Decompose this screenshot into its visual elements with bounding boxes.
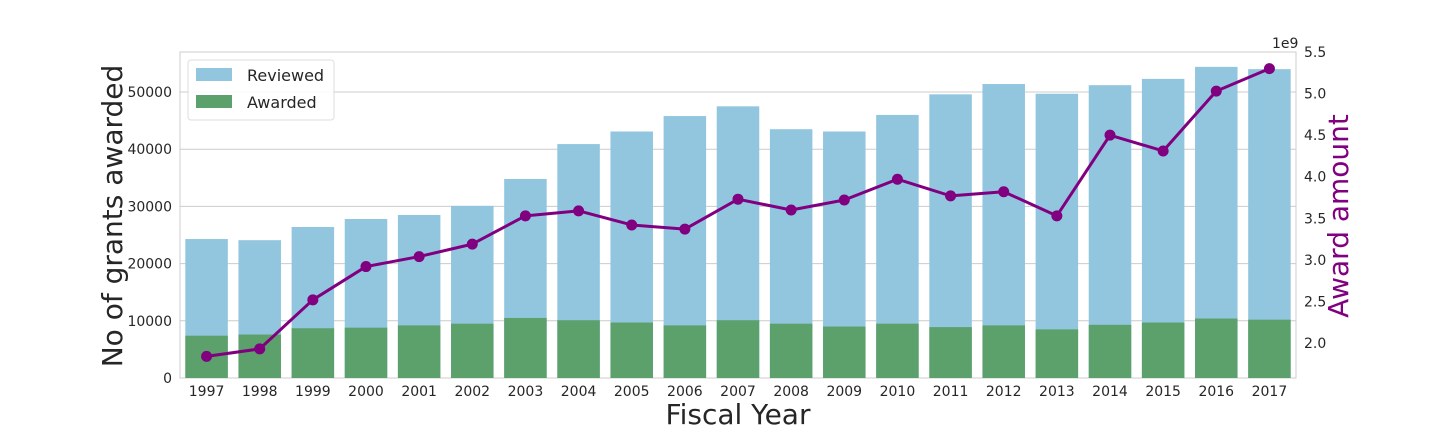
bar-awarded-2012 (982, 325, 1025, 378)
y2-tick-label: 4.5 (1304, 128, 1326, 144)
x-tick-label: 2003 (508, 384, 544, 400)
y-tick-labels: 0 10000 20000 30000 40000 50000 (127, 85, 172, 387)
y-axis-title: No of grants awarded (96, 65, 129, 368)
y2-tick-label: 4.0 (1304, 170, 1326, 186)
x-tick-label: 2014 (1092, 384, 1128, 400)
award-amount-point-2006 (679, 223, 691, 235)
y-tick-label: 0 (163, 371, 172, 387)
award-amount-point-2002 (466, 238, 478, 250)
bar-awarded-2001 (397, 325, 441, 378)
y2-tick-label: 2.0 (1304, 336, 1326, 352)
legend-label-awarded: Awarded (247, 93, 317, 112)
x-tick-label: 2007 (720, 384, 756, 400)
x-tick-label: 1998 (242, 384, 278, 400)
bar-awarded-2009 (823, 326, 866, 378)
y-tick-label: 50000 (127, 85, 172, 101)
bar-awarded-2016 (1195, 318, 1238, 378)
award-amount-point-2015 (1157, 145, 1169, 157)
x-tick-label: 2012 (986, 384, 1022, 400)
award-amount-point-2012 (998, 186, 1010, 198)
awarded-bars (185, 317, 1291, 378)
award-amount-point-1997 (201, 350, 213, 362)
y2-tick-label: 3.0 (1304, 253, 1326, 269)
bar-awarded-2007 (716, 320, 760, 378)
x-tick-label: 2001 (401, 384, 437, 400)
bar-awarded-2010 (876, 323, 919, 378)
x-tick-label: 1999 (295, 384, 331, 400)
x-tick-label: 2013 (1039, 384, 1075, 400)
award-amount-point-2017 (1263, 63, 1275, 75)
x-axis-title: Fiscal Year (666, 398, 811, 431)
award-amount-point-2000 (360, 261, 372, 273)
award-amount-point-2014 (1104, 129, 1116, 141)
x-tick-labels: 1997 1998 1999 2000 2001 2002 2003 2004 2005 2006… (189, 384, 1287, 400)
bar-awarded-2008 (769, 323, 813, 378)
x-tick-label: 2017 (1252, 384, 1288, 400)
bar-awarded-2014 (1088, 324, 1132, 378)
bar-awarded-2015 (1141, 322, 1185, 378)
award-amount-point-2008 (785, 204, 797, 216)
y2-offset-label: 1e9 (1272, 36, 1298, 52)
award-amount-point-2001 (413, 251, 425, 263)
bar-awarded-2002 (451, 323, 494, 378)
y2-tick-label: 3.5 (1304, 211, 1326, 227)
y2-tick-label: 2.5 (1304, 294, 1326, 310)
x-tick-label: 2010 (880, 384, 916, 400)
bar-awarded-2017 (1248, 319, 1291, 378)
x-tick-label: 2006 (667, 384, 703, 400)
legend-label-reviewed: Reviewed (247, 66, 324, 85)
x-tick-label: 2009 (826, 384, 862, 400)
legend-swatch-awarded (196, 95, 232, 108)
x-tick-label: 2002 (454, 384, 490, 400)
bar-awarded-1998 (238, 334, 281, 378)
x-tick-label: 2011 (933, 384, 969, 400)
award-amount-point-2016 (1210, 85, 1222, 97)
y2-axis-title: Award amount (1322, 114, 1355, 318)
award-amount-point-1999 (307, 294, 319, 306)
award-amount-point-2011 (945, 190, 957, 202)
award-amount-point-2005 (626, 219, 638, 231)
award-amount-point-2009 (838, 194, 850, 206)
x-tick-label: 2015 (1145, 384, 1181, 400)
bar-awarded-2006 (663, 325, 707, 378)
y2-tick-labels: 2.0 2.5 3.0 3.5 4.0 4.5 5.0 5.5 (1304, 45, 1326, 352)
x-tick-label: 1997 (189, 384, 225, 400)
award-amount-point-2010 (891, 173, 903, 185)
award-amount-point-2004 (573, 205, 585, 217)
award-amount-point-2003 (519, 210, 531, 222)
bar-awarded-2011 (929, 327, 972, 378)
y-tick-label: 30000 (127, 199, 172, 215)
bar-awarded-1999 (291, 328, 335, 378)
bar-awarded-2005 (610, 322, 653, 378)
legend: Reviewed Awarded (187, 59, 335, 121)
x-tick-label: 2000 (348, 384, 384, 400)
award-amount-line (201, 63, 1275, 362)
x-tick-label: 2016 (1198, 384, 1234, 400)
bar-awarded-2004 (557, 320, 600, 378)
award-amount-point-2013 (1051, 210, 1063, 222)
x-tick-label: 2008 (773, 384, 809, 400)
x-tick-label: 2005 (614, 384, 650, 400)
y-tick-label: 10000 (127, 314, 172, 330)
x-tick-label: 2004 (561, 384, 597, 400)
y2-tick-label: 5.5 (1304, 45, 1326, 61)
award-amount-point-2007 (732, 193, 744, 205)
y-tick-label: 40000 (127, 142, 172, 158)
bar-awarded-2003 (504, 317, 547, 378)
award-amount-point-1998 (254, 343, 266, 355)
y2-tick-label: 5.0 (1304, 87, 1326, 103)
y-tick-label: 20000 (127, 257, 172, 273)
bar-awarded-2013 (1035, 329, 1079, 378)
bar-awarded-2000 (344, 327, 388, 378)
legend-swatch-reviewed (196, 68, 232, 81)
